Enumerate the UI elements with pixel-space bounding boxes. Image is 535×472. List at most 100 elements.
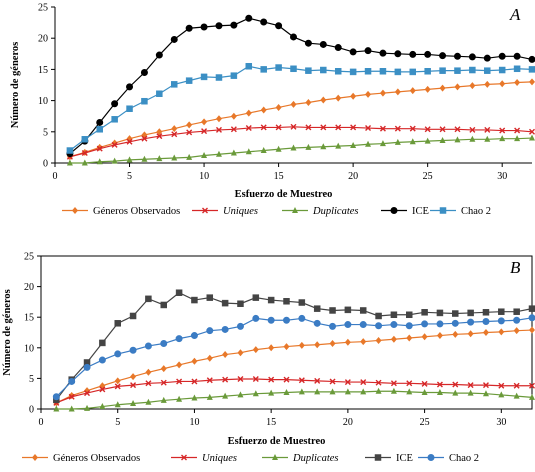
x-axis-label: Esfuerzo de Muestreo: [235, 189, 333, 200]
data-point: [452, 310, 459, 317]
data-point: [283, 298, 290, 305]
data-point: [245, 14, 253, 22]
x-tick-label: 15: [266, 417, 276, 428]
data-point: [469, 126, 476, 133]
data-point: [83, 363, 91, 371]
data-point: [283, 316, 290, 324]
data-point: [81, 159, 88, 166]
data-point: [467, 389, 474, 396]
data-point: [304, 39, 312, 47]
data-point: [298, 377, 305, 384]
data-point: [453, 52, 461, 60]
data-point: [155, 51, 163, 59]
data-point: [379, 49, 387, 57]
data-point: [201, 128, 208, 135]
data-point: [409, 138, 416, 145]
legend-label: Duplicates: [292, 453, 339, 464]
data-point: [141, 135, 148, 142]
data-point: [215, 22, 223, 30]
legend-item-ice: ICE: [365, 453, 413, 464]
data-point: [96, 118, 104, 126]
legend-label: Géneros Observados: [53, 453, 140, 464]
legend-marker: [439, 207, 447, 214]
data-point: [111, 157, 118, 164]
data-point: [499, 135, 506, 142]
data-point: [439, 126, 446, 133]
x-tick-label: 0: [53, 171, 58, 182]
data-point: [379, 125, 386, 132]
data-point: [335, 94, 342, 102]
data-point: [191, 357, 198, 365]
data-point: [260, 18, 268, 26]
data-point: [171, 125, 178, 133]
data-point: [283, 388, 290, 395]
data-point: [498, 391, 505, 398]
data-point: [424, 137, 431, 144]
data-point: [130, 382, 137, 389]
data-point: [305, 124, 312, 131]
data-point: [206, 354, 213, 362]
data-point: [375, 322, 383, 330]
data-point: [206, 327, 214, 335]
data-point: [290, 100, 297, 108]
data-point: [126, 105, 133, 112]
data-point: [215, 74, 223, 81]
x-tick-label: 15: [274, 171, 284, 182]
data-point: [215, 115, 222, 123]
data-point: [145, 380, 152, 387]
data-point: [221, 325, 229, 333]
data-point: [114, 377, 121, 385]
data-point: [513, 382, 520, 389]
data-point: [513, 52, 521, 60]
y-tick-label: 0: [29, 405, 34, 416]
y-tick-label: 10: [24, 343, 34, 354]
series-duplicates: [53, 387, 535, 412]
data-point: [424, 50, 432, 58]
data-point: [230, 112, 237, 120]
x-tick-label: 10: [189, 417, 199, 428]
data-point: [454, 83, 461, 91]
data-point: [206, 294, 214, 301]
data-point: [298, 388, 305, 395]
data-point: [230, 149, 237, 156]
legend-item-generos-observados: Géneros Observados: [62, 206, 180, 217]
data-point: [68, 405, 75, 412]
data-point: [170, 35, 178, 43]
data-point: [390, 335, 397, 343]
series-generos-observados: [53, 326, 535, 407]
y-tick-label: 5: [29, 374, 34, 385]
data-point: [406, 311, 413, 319]
data-point: [364, 68, 372, 75]
data-point: [160, 340, 168, 348]
data-point: [314, 377, 321, 384]
data-point: [53, 405, 60, 412]
data-point: [114, 350, 122, 358]
data-point: [140, 69, 148, 77]
data-point: [215, 150, 222, 157]
data-point: [344, 379, 351, 386]
data-point: [68, 393, 75, 400]
data-point: [81, 136, 89, 143]
data-point: [215, 126, 222, 133]
series-chao-2: [52, 314, 535, 401]
data-point: [375, 336, 382, 344]
data-point: [529, 78, 535, 86]
data-point: [528, 66, 535, 73]
data-point: [360, 338, 367, 346]
data-point: [334, 68, 342, 75]
data-point: [359, 321, 367, 329]
data-point: [439, 67, 446, 74]
data-point: [498, 328, 505, 336]
data-point: [482, 382, 489, 389]
data-point: [171, 154, 178, 161]
data-point: [245, 125, 252, 132]
data-point: [252, 314, 260, 322]
data-point: [424, 126, 431, 133]
data-point: [260, 66, 267, 73]
data-point: [176, 378, 183, 385]
data-point: [468, 53, 476, 61]
data-point: [185, 77, 193, 84]
data-point: [252, 346, 259, 354]
data-point: [436, 320, 444, 328]
